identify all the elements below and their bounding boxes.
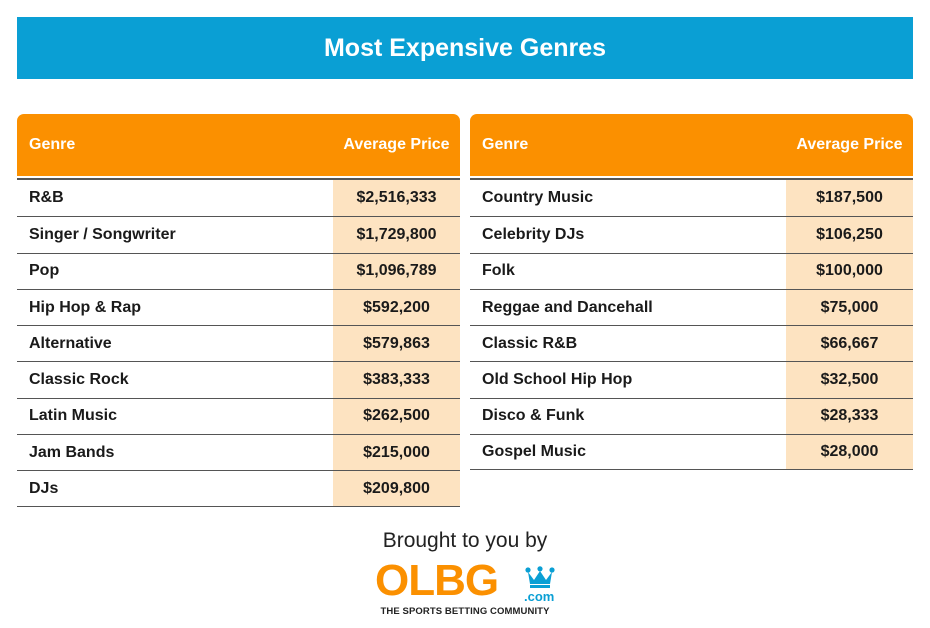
- crown-icon: [525, 566, 555, 588]
- column-header-price: Average Price: [796, 136, 903, 153]
- genre-cell: Singer / Songwriter: [29, 225, 176, 243]
- genre-cell: Alternative: [29, 334, 112, 352]
- table-row: Latin Music $262,500: [17, 397, 460, 435]
- table-row: DJs $209,800: [17, 470, 460, 507]
- genre-cell: Jam Bands: [29, 443, 115, 461]
- table-body: R&B $2,516,333 Singer / Songwriter $1,729,…: [17, 178, 460, 507]
- price-cell: $1,729,800: [333, 217, 460, 253]
- column-header-price: Average Price: [343, 136, 450, 153]
- table-row: R&B $2,516,333: [17, 180, 460, 217]
- price-cell: $187,500: [786, 180, 913, 217]
- column-header-genre: Genre: [29, 136, 76, 153]
- table-row: Classic Rock $383,333: [17, 361, 460, 398]
- table-row: Folk $100,000: [470, 252, 913, 289]
- price-cell: $383,333: [333, 362, 460, 398]
- olbg-logo[interactable]: OLBG .com THE SPORTS BETTING COMMUNITY: [375, 558, 555, 618]
- table-row: Singer / Songwriter $1,729,800: [17, 216, 460, 253]
- genre-table-left: Genre Average Price R&B $2,516,333 Singer…: [17, 114, 460, 507]
- logo-domain: .com: [524, 589, 555, 604]
- brought-by-text: Brought to you by: [382, 529, 548, 552]
- table-row: Hip Hop & Rap $592,200: [17, 288, 460, 326]
- logo-wordmark: OLBG: [375, 556, 499, 605]
- table-row: Alternative $579,863: [17, 325, 460, 362]
- table-row: Country Music $187,500: [470, 180, 913, 217]
- logo-tagline: THE SPORTS BETTING COMMUNITY: [380, 606, 550, 617]
- table-row: Reggae and Dancehall $75,000: [470, 288, 913, 326]
- genre-cell: Classic Rock: [29, 371, 129, 389]
- table-row: Classic R&B $66,667: [470, 325, 913, 362]
- genre-cell: Reggae and Dancehall: [482, 298, 653, 316]
- price-cell: $262,500: [333, 398, 460, 435]
- price-cell: $28,000: [786, 435, 913, 470]
- table-row: Celebrity DJs $106,250: [470, 216, 913, 253]
- genre-cell: Hip Hop & Rap: [29, 298, 141, 316]
- price-cell: $75,000: [786, 289, 913, 326]
- genre-cell: Folk: [482, 262, 515, 280]
- genre-cell: Latin Music: [29, 407, 118, 425]
- genre-cell: Gospel Music: [482, 443, 587, 461]
- table-row: Jam Bands $215,000: [17, 434, 460, 471]
- footer: Brought to you by OLBG .com THE SPORTS B…: [0, 526, 930, 618]
- price-cell: $1,096,789: [333, 253, 460, 289]
- genre-cell: Disco & Funk: [482, 407, 585, 425]
- table-row: Old School Hip Hop $32,500: [470, 361, 913, 398]
- genre-table-right: Genre Average Price Country Music $187,50…: [470, 114, 913, 471]
- table-header: Genre Average Price: [470, 114, 913, 176]
- genre-cell: Old School Hip Hop: [482, 371, 633, 389]
- genre-cell: Classic R&B: [482, 334, 578, 352]
- price-cell: $106,250: [786, 217, 913, 253]
- table-row: Gospel Music $28,000: [470, 434, 913, 471]
- genre-cell: Country Music: [482, 189, 594, 207]
- genre-cell: Celebrity DJs: [482, 225, 585, 243]
- genre-cell: DJs: [29, 479, 59, 497]
- page-title: Most Expensive Genres: [323, 33, 607, 62]
- genre-cell: R&B: [29, 189, 64, 207]
- price-cell: $2,516,333: [333, 180, 460, 217]
- genre-cell: Pop: [29, 262, 60, 280]
- price-cell: $100,000: [786, 253, 913, 289]
- price-cell: $592,200: [333, 289, 460, 326]
- price-cell: $28,333: [786, 398, 913, 435]
- table-row: Pop $1,096,789: [17, 252, 460, 289]
- price-cell: $32,500: [786, 362, 913, 398]
- price-cell: $209,800: [333, 471, 460, 506]
- table-body: Country Music $187,500 Celebrity DJs $106,…: [470, 178, 913, 471]
- table-header: Genre Average Price: [17, 114, 460, 176]
- price-cell: $215,000: [333, 435, 460, 471]
- page-title-banner: Most Expensive Genres: [17, 17, 913, 79]
- table-row: Disco & Funk $28,333: [470, 397, 913, 435]
- price-cell: $579,863: [333, 326, 460, 362]
- price-cell: $66,667: [786, 326, 913, 362]
- column-header-genre: Genre: [482, 136, 529, 153]
